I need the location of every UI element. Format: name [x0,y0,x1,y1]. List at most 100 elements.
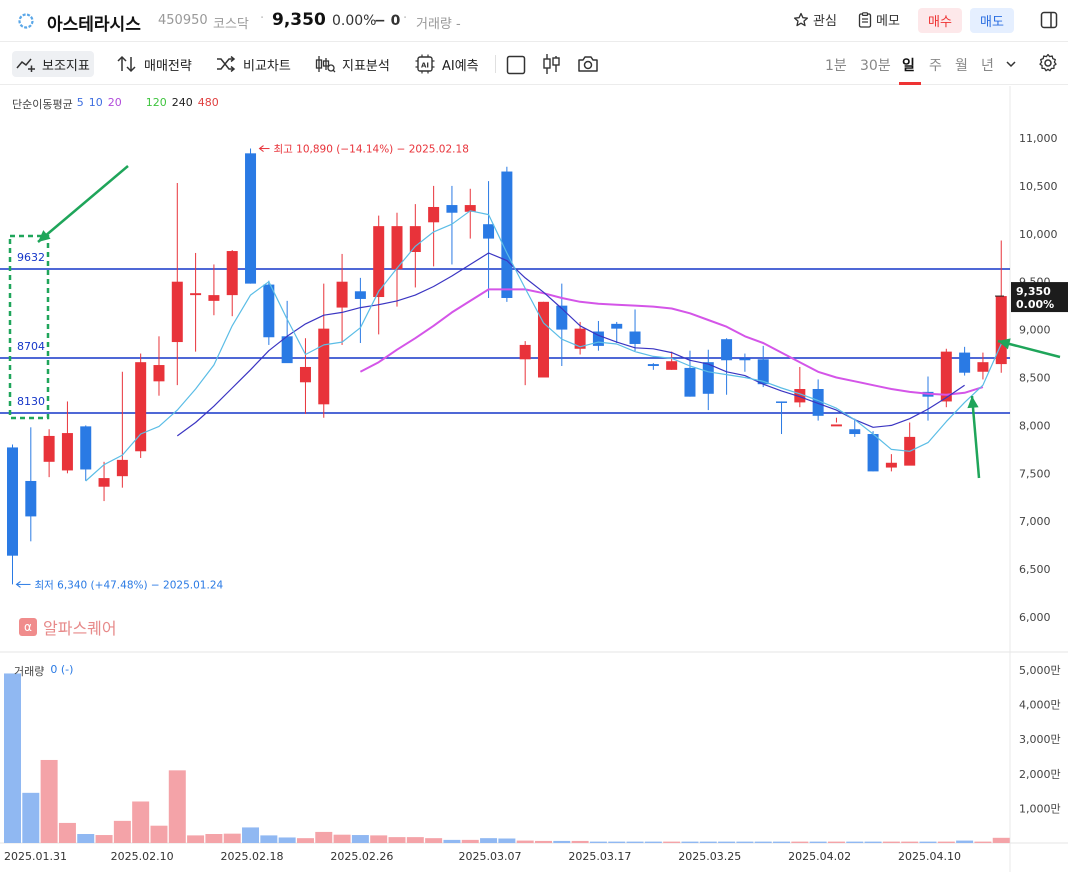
candle-body[interactable] [263,284,275,338]
timeframe-day[interactable]: 일 [902,58,915,74]
candle-body[interactable] [446,205,458,213]
square-tool-icon[interactable] [506,55,526,75]
candle-body[interactable] [61,433,73,471]
camera-icon[interactable] [577,54,599,74]
candle-body[interactable] [336,281,348,308]
ma-period-120: 120 [145,96,167,109]
x-tick-label: 2025.04.10 [898,850,961,863]
candle-body[interactable] [428,206,440,223]
candle-body[interactable] [684,367,696,397]
candle-body[interactable] [885,462,897,468]
candle-body[interactable] [299,366,311,383]
volume-bar [571,840,589,843]
candle-body[interactable] [208,295,220,301]
volume-tick-label: 5,000만 [1019,664,1061,677]
candle-body[interactable] [647,364,659,367]
candle-body[interactable] [611,323,623,329]
candle-body[interactable] [245,153,257,284]
strategy-label: 매매전략 [144,58,192,74]
candle-body[interactable] [629,331,641,344]
level-label: 8704 [17,340,45,353]
volume-bar [388,837,406,843]
volume-bar [461,839,479,843]
candle-body[interactable] [830,424,842,427]
candle-body[interactable] [556,305,568,330]
candle-body[interactable] [794,388,806,403]
candle-body[interactable] [574,328,586,349]
indicators-label: 보조지표 [42,58,90,74]
candle-body[interactable] [776,401,788,403]
candle-body[interactable] [281,336,293,364]
candle-body[interactable] [190,293,202,296]
volume-legend: 거래량 0 (-) [14,663,73,679]
timeframe-month[interactable]: 월 [955,58,968,74]
candle-body[interactable] [171,281,183,343]
candle-body[interactable] [135,362,147,452]
y-tick-label: 6,000 [1019,611,1051,624]
candle-body[interactable] [977,362,989,372]
candle-body[interactable] [7,447,18,556]
favorite-button[interactable]: 관심 [793,10,837,29]
candle-body[interactable] [464,205,476,212]
volume-bar [187,835,205,843]
volume-bar [864,841,882,843]
memo-button[interactable]: 메모 [858,10,900,29]
candle-body[interactable] [80,426,92,470]
candle-body[interactable] [721,339,733,361]
analysis-button[interactable]: 지표분석 [310,51,394,77]
timeframe-30m[interactable]: 30분 [860,58,891,74]
candle-body[interactable] [812,388,824,416]
annotation-arrow-head [38,230,51,242]
stock-code: 450950 [158,13,208,28]
chevron-down-icon[interactable] [1005,59,1017,69]
candle-body[interactable] [849,429,861,435]
candle-body[interactable] [409,226,421,253]
timeframe-1m[interactable]: 1분 [825,58,847,74]
candle-body[interactable] [116,459,128,477]
level-label: 8130 [17,395,45,408]
candle-body[interactable] [537,301,549,378]
candlestick-type-icon[interactable] [542,53,562,75]
candle-body[interactable] [739,358,751,361]
candle-body[interactable] [373,226,385,298]
candle-body[interactable] [43,435,55,462]
volume-bar [608,841,626,843]
candle-body[interactable] [959,352,971,373]
timeframe-week[interactable]: 주 [929,58,942,74]
candle-body[interactable] [995,296,1007,365]
indicators-button[interactable]: 보조지표 [12,51,94,77]
ai-predict-button[interactable]: AI AI예측 [410,51,483,77]
candle-body[interactable] [592,331,604,346]
settings-gear-icon[interactable] [1038,53,1058,73]
candle-body[interactable] [867,434,879,472]
x-tick-label: 2025.02.10 [111,850,174,863]
candle-body[interactable] [757,359,769,385]
y-tick-label: 10,500 [1019,180,1058,193]
candle-body[interactable] [226,251,238,296]
candle-body[interactable] [153,365,165,382]
candle-body[interactable] [666,361,678,370]
volume-bar [95,835,113,843]
stock-name[interactable]: 아스테라시스 [47,15,141,35]
y-tick-label: 8,000 [1019,419,1051,432]
candle-body[interactable] [391,226,403,270]
candle-body[interactable] [940,351,952,402]
candle-body[interactable] [25,480,37,517]
buy-button[interactable]: 매수 [918,8,962,33]
high-marker-arrowhead [258,145,264,152]
volume-bar [498,838,516,843]
candle-body[interactable] [354,291,366,299]
candle-body[interactable] [318,328,330,405]
candle-body[interactable] [98,478,110,487]
side-panel-icon[interactable] [1040,11,1058,29]
volume-bar [974,841,992,843]
candle-body[interactable] [702,362,714,394]
sell-button[interactable]: 매도 [970,8,1014,33]
candle-body[interactable] [519,344,531,360]
timeframe-year[interactable]: 년 [981,58,994,74]
strategy-button[interactable]: 매매전략 [112,51,196,77]
candle-body[interactable] [501,171,513,298]
compare-button[interactable]: 비교차트 [211,51,295,77]
candle-body[interactable] [483,224,495,239]
